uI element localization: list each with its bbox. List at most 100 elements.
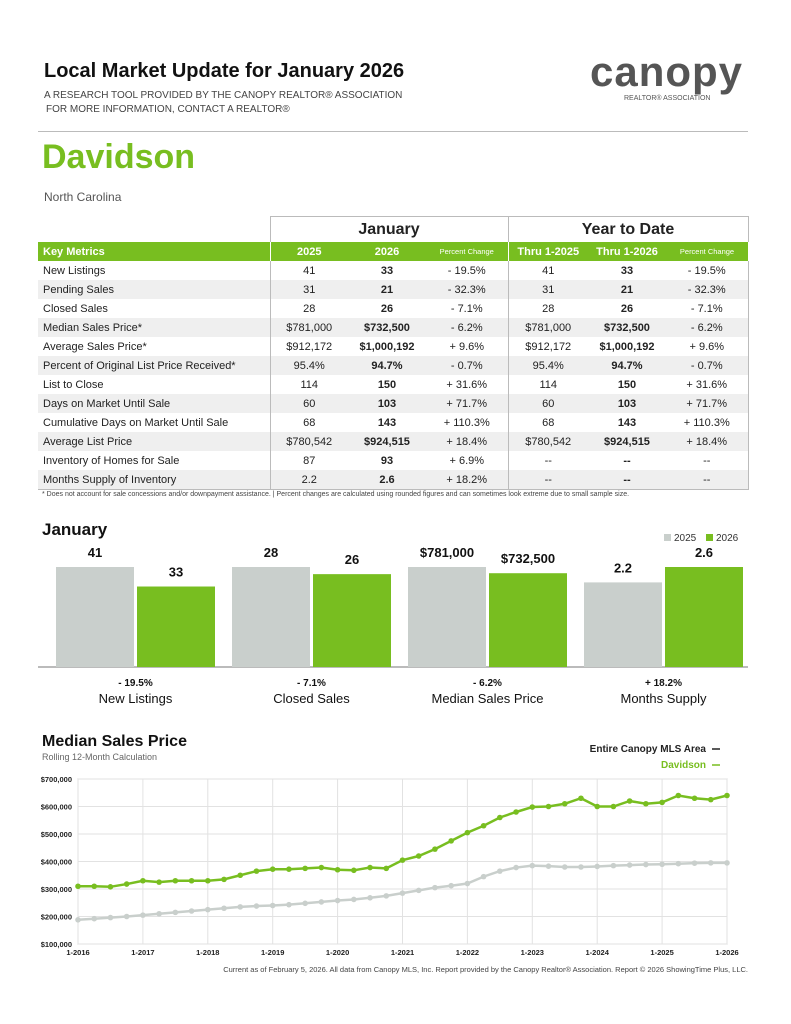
- table-cell: 95.4%: [293, 359, 325, 372]
- group-header: January: [270, 216, 509, 242]
- data-point: [610, 803, 617, 810]
- chart-title: Median Sales Price: [42, 733, 187, 750]
- table-cell: - 0.7%: [426, 356, 509, 375]
- value-label: 41: [88, 545, 102, 560]
- legend-swatch: [664, 534, 671, 541]
- data-point: [302, 900, 308, 907]
- table-cell: 95.4%: [532, 359, 564, 372]
- table-cell: 68: [542, 416, 555, 429]
- table-cell: $1,000,192: [599, 340, 655, 353]
- data-point: [724, 792, 730, 799]
- table-cell: - 6.2%: [426, 318, 509, 337]
- table-cell: $1,000,192: [359, 340, 415, 353]
- data-point: [91, 915, 98, 922]
- data-point: [269, 866, 276, 872]
- table-cell: 103: [377, 397, 397, 410]
- data-point: [480, 822, 487, 829]
- y-tick-label: $700,000: [41, 775, 72, 784]
- x-tick-label: 1-2017: [131, 948, 154, 957]
- data-point: [659, 861, 665, 868]
- metrics-table: January Year to Date Key Metrics 2025 2026 Pe…: [38, 216, 749, 490]
- data-point: [188, 908, 195, 914]
- table-cell: 21: [620, 283, 634, 296]
- x-tick-label: 1-2016: [66, 948, 89, 957]
- table-cell: Median Sales Price*: [38, 318, 271, 337]
- data-point: [675, 792, 682, 799]
- value-label: 2.2: [614, 560, 632, 575]
- x-tick-label: 1-2020: [326, 948, 349, 957]
- title: Local Market Update for January 2026: [44, 60, 405, 82]
- table-cell: 114: [300, 378, 319, 391]
- table-cell: --: [588, 470, 666, 490]
- data-point: [643, 861, 649, 868]
- y-tick-label: $400,000: [41, 858, 72, 867]
- data-point: [610, 862, 617, 869]
- data-point: [675, 860, 682, 867]
- bar: [665, 567, 743, 667]
- tagline: FOR MORE INFORMATION, CONTACT A REALTOR®: [46, 104, 290, 115]
- table-cell: 94.7%: [371, 359, 403, 372]
- table-cell: 28: [542, 302, 555, 315]
- data-point: [334, 866, 341, 873]
- data-point: [707, 860, 714, 866]
- table-row: Closed Sales 28 26 - 7.1% 28 26 - 7.1%: [38, 299, 749, 318]
- table-cell: Closed Sales: [38, 299, 271, 318]
- table-cell: + 110.3%: [426, 413, 509, 432]
- table-cell: 68: [303, 416, 316, 429]
- data-point: [123, 913, 130, 920]
- data-point: [172, 909, 179, 916]
- x-tick-label: 1-2021: [391, 948, 414, 957]
- table-cell: Percent of Original List Price Received*: [38, 356, 271, 375]
- percent-change: - 19.5%: [118, 678, 153, 689]
- table-cell: - 19.5%: [666, 261, 749, 280]
- data-point: [432, 846, 438, 852]
- logo-sub: REALTOR® ASSOCIATION: [624, 95, 711, 102]
- legend-label: Davidson: [661, 760, 706, 771]
- table-cell: + 9.6%: [426, 337, 509, 356]
- data-point: [318, 864, 325, 871]
- table-cell: New Listings: [38, 261, 271, 280]
- data-point: [334, 897, 341, 904]
- table-cell: 21: [380, 283, 394, 296]
- table-cell: - 32.3%: [666, 280, 749, 299]
- table-cell: 150: [617, 378, 637, 391]
- data-point: [594, 803, 600, 810]
- table-row: Pending Sales 31 21 - 32.3% 31 21 - 32.3%: [38, 280, 749, 299]
- data-point: [545, 863, 552, 869]
- table-cell: + 110.3%: [666, 413, 749, 432]
- category-label: New Listings: [99, 691, 173, 706]
- table-cell: Months Supply of Inventory: [38, 470, 271, 490]
- table-cell: $781,000: [286, 321, 333, 334]
- column-header: 2025: [297, 245, 322, 258]
- data-point: [399, 857, 406, 863]
- percent-change: - 7.1%: [297, 678, 326, 689]
- area-state: North Carolina: [44, 190, 122, 204]
- table-cell: 87: [303, 454, 316, 467]
- table-cell: 31: [542, 283, 555, 296]
- table-cell: $732,500: [364, 321, 410, 334]
- table-cell: $912,172: [286, 340, 333, 353]
- chart-title: January: [42, 520, 108, 539]
- table-cell: - 19.5%: [426, 261, 509, 280]
- table-cell: --: [544, 454, 552, 467]
- data-point: [464, 880, 471, 887]
- column-header: Thru 1-2026: [596, 245, 658, 258]
- table-cell: $780,542: [286, 435, 333, 448]
- data-point: [237, 872, 244, 879]
- logo: canopy: [590, 48, 744, 95]
- table-cell: 2.2: [270, 470, 348, 490]
- table-row: Days on Market Until Sale 60 103 + 71.7% 60 1…: [38, 394, 749, 413]
- column-header: Percent Change: [426, 242, 509, 261]
- blank: [38, 216, 271, 242]
- column-header: Thru 1-2025: [517, 245, 580, 258]
- table-cell: - 0.7%: [666, 356, 749, 375]
- data-point: [415, 853, 422, 859]
- data-point: [140, 877, 146, 884]
- x-tick-label: 1-2024: [586, 948, 610, 957]
- table-cell: - 32.3%: [426, 280, 509, 299]
- table-cell: 41: [542, 264, 555, 277]
- data-point: [643, 800, 649, 807]
- table-cell: 60: [303, 397, 316, 410]
- data-point: [724, 860, 730, 866]
